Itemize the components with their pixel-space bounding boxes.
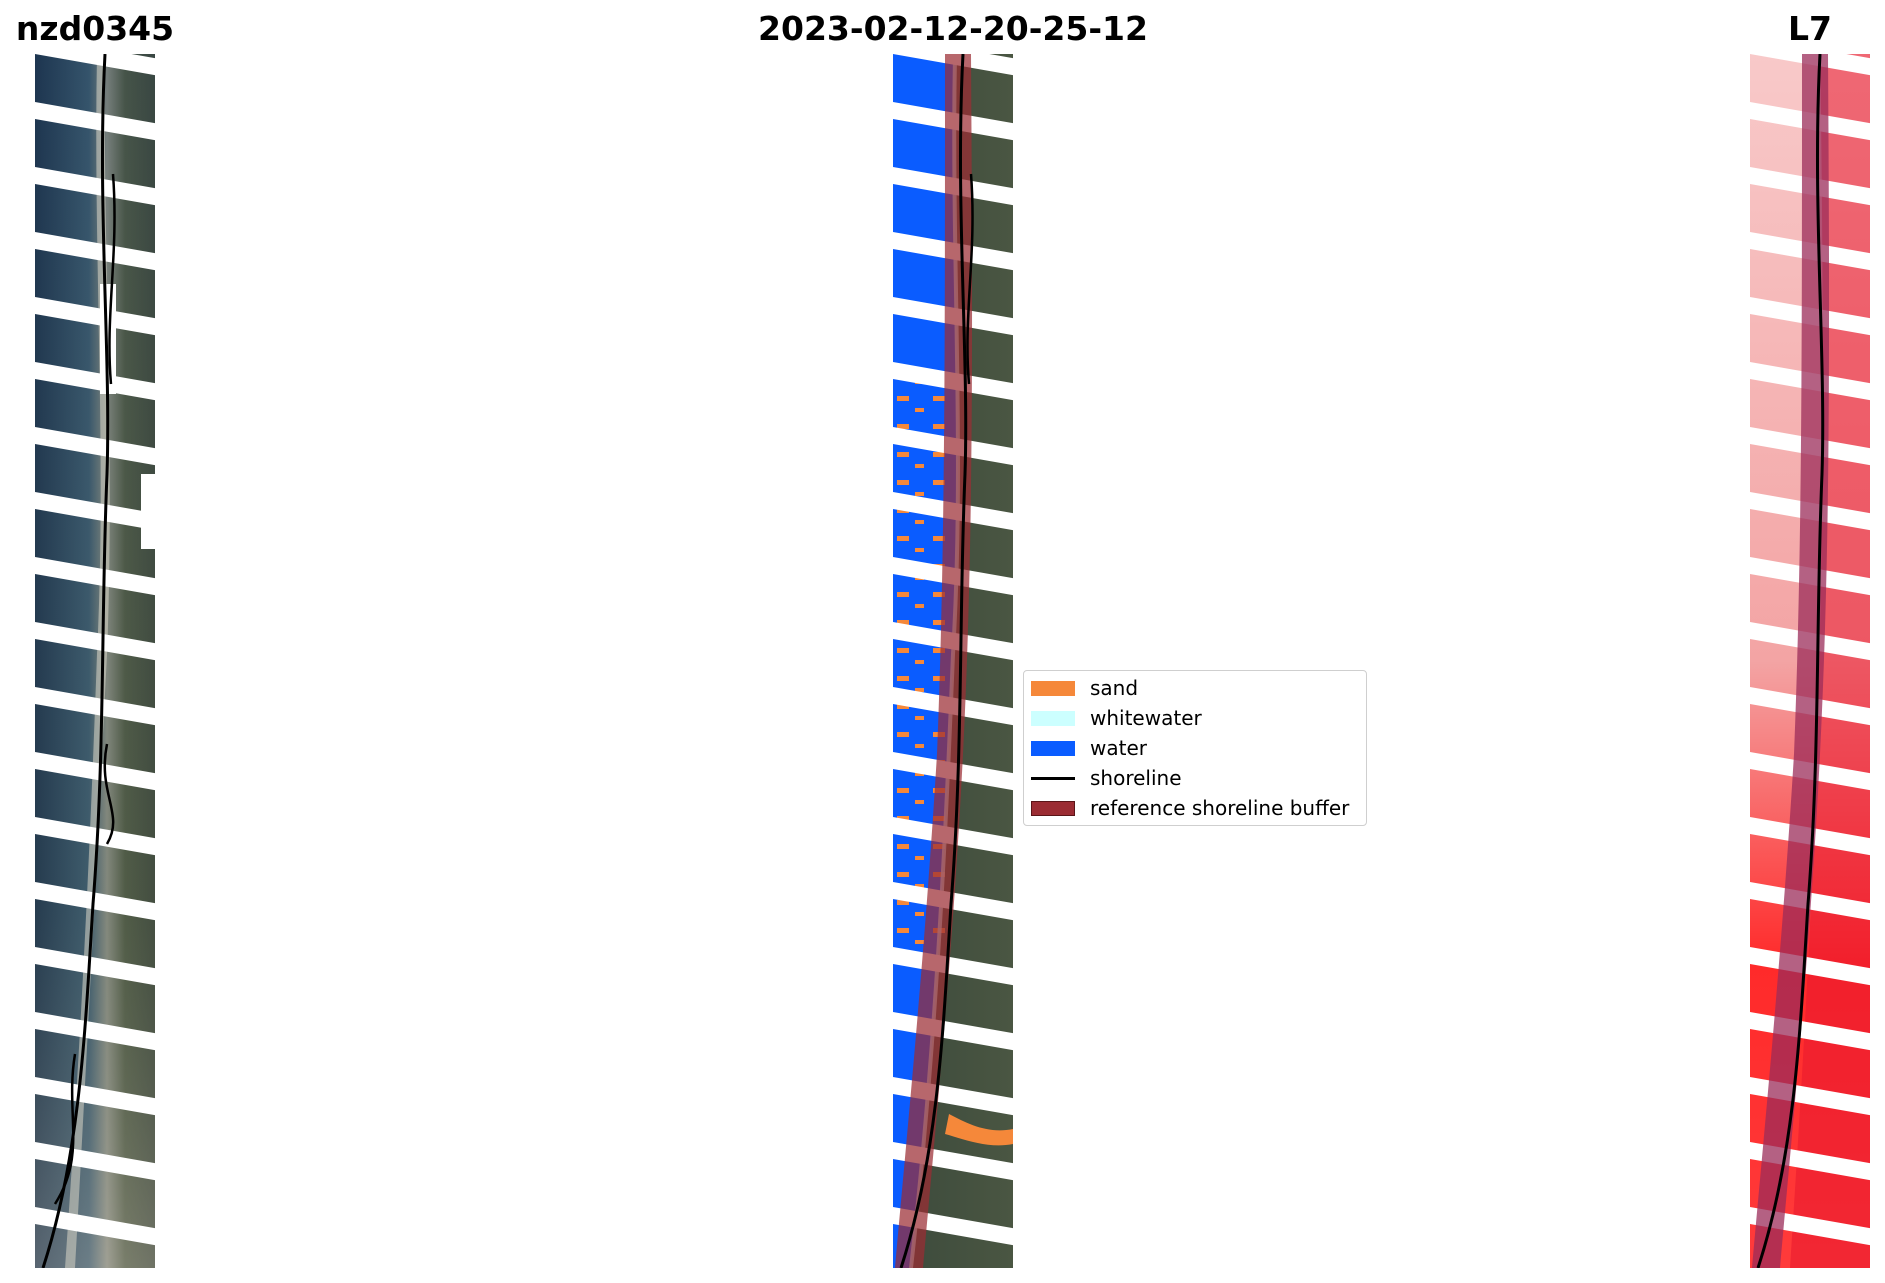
- index-image-panel: [1750, 54, 1870, 1268]
- index-image: [1750, 54, 1870, 1268]
- buffer-swatch: [1031, 801, 1075, 816]
- legend-item-buffer: reference shoreline buffer: [1024, 793, 1366, 823]
- legend-item-whitewater: whitewater: [1024, 703, 1366, 733]
- rgb-image-panel: [35, 54, 155, 1268]
- whitewater-swatch: [1031, 711, 1075, 726]
- title-date: 2023-02-12-20-25-12: [758, 9, 1148, 48]
- legend-item-shoreline: shoreline: [1024, 763, 1366, 793]
- title-satellite: L7: [1788, 9, 1832, 48]
- rgb-image: [35, 54, 155, 1268]
- legend-label: whitewater: [1090, 706, 1202, 730]
- legend-item-water: water: [1024, 733, 1366, 763]
- legend: sand whitewater water shoreline referenc…: [1023, 670, 1367, 826]
- classified-image: [893, 54, 1013, 1268]
- water-swatch: [1031, 741, 1075, 756]
- classified-image-panel: [893, 54, 1013, 1268]
- title-site: nzd0345: [15, 9, 175, 48]
- legend-label: water: [1090, 736, 1147, 760]
- legend-item-sand: sand: [1024, 673, 1366, 703]
- legend-label: shoreline: [1090, 766, 1182, 790]
- sand-swatch: [1031, 681, 1075, 696]
- shoreline-line-swatch: [1031, 777, 1075, 780]
- legend-label: reference shoreline buffer: [1090, 796, 1350, 820]
- legend-label: sand: [1090, 676, 1139, 700]
